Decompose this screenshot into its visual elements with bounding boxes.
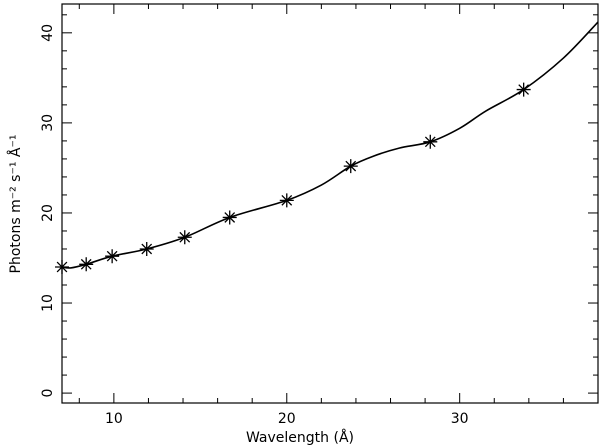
x-tick-label: 20 (278, 411, 296, 427)
y-tick-label: 20 (40, 204, 56, 222)
x-tick-label: 10 (105, 411, 123, 427)
y-tick-label: 40 (40, 24, 56, 42)
y-tick-label: 10 (40, 294, 56, 312)
x-axis-label: Wavelength (Å) (246, 429, 354, 446)
fit-curve (61, 21, 599, 269)
y-tick-label: 0 (40, 389, 56, 398)
y-tick-label: 30 (40, 114, 56, 132)
x-tick-label: 30 (451, 411, 469, 427)
plot-frame (61, 3, 599, 404)
y-axis-label: Photons m⁻² s⁻¹ Å⁻¹ (7, 135, 24, 274)
